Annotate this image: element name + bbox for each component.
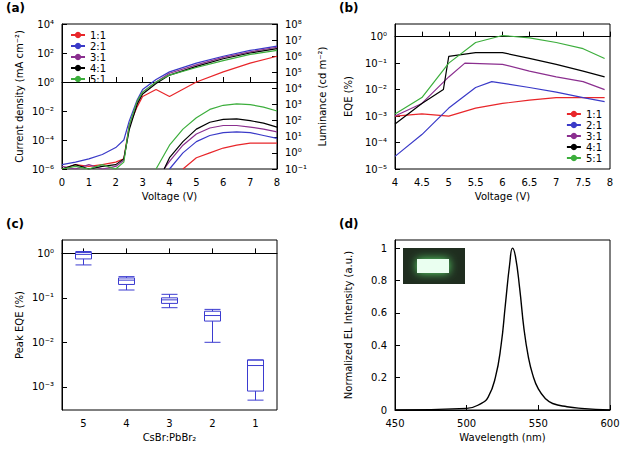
svg-text:10²: 10²: [285, 115, 302, 126]
svg-text:10⁰: 10⁰: [285, 147, 302, 158]
svg-text:0.2: 0.2: [371, 372, 387, 383]
svg-text:10⁻¹: 10⁻¹: [285, 164, 307, 175]
svg-text:4:1: 4:1: [90, 63, 106, 74]
svg-text:3: 3: [139, 177, 145, 188]
svg-text:2:1: 2:1: [586, 120, 602, 131]
svg-text:10⁵: 10⁵: [285, 67, 302, 78]
svg-text:10⁻⁴: 10⁻⁴: [365, 137, 387, 148]
svg-text:2: 2: [209, 418, 215, 429]
svg-text:3: 3: [166, 418, 172, 429]
svg-text:10²: 10²: [37, 48, 54, 59]
svg-text:0: 0: [381, 405, 387, 416]
svg-text:550: 550: [529, 418, 548, 429]
svg-text:10⁻⁴: 10⁻⁴: [32, 135, 54, 146]
svg-text:5.5: 5.5: [468, 177, 484, 188]
svg-text:10⁻⁶: 10⁻⁶: [32, 164, 54, 175]
svg-text:0.8: 0.8: [371, 275, 387, 286]
svg-text:5: 5: [80, 418, 86, 429]
svg-text:5:1: 5:1: [90, 74, 106, 85]
svg-text:Luminance (cd m⁻²): Luminance (cd m⁻²): [317, 47, 328, 147]
svg-text:6: 6: [220, 177, 226, 188]
svg-text:10⁻¹: 10⁻¹: [365, 58, 387, 69]
svg-text:10⁰: 10⁰: [37, 77, 54, 88]
svg-text:0.4: 0.4: [371, 340, 387, 351]
svg-text:10⁴: 10⁴: [37, 19, 54, 30]
svg-text:4.5: 4.5: [414, 177, 430, 188]
svg-text:10⁴: 10⁴: [285, 83, 302, 94]
svg-text:5: 5: [446, 177, 452, 188]
svg-text:Peak EQE (%): Peak EQE (%): [14, 291, 25, 359]
svg-text:10⁻³: 10⁻³: [32, 381, 54, 392]
svg-text:Normalized EL Intensity (a.u.): Normalized EL Intensity (a.u.): [343, 251, 354, 399]
svg-text:2: 2: [113, 177, 119, 188]
svg-text:450: 450: [385, 418, 404, 429]
svg-text:10⁷: 10⁷: [285, 35, 302, 46]
svg-text:Wavelength (nm): Wavelength (nm): [459, 432, 545, 443]
svg-text:0.6: 0.6: [371, 307, 387, 318]
svg-text:(d): (d): [339, 217, 359, 231]
svg-text:10³: 10³: [285, 99, 302, 110]
svg-text:3:1: 3:1: [586, 131, 602, 142]
svg-text:7: 7: [247, 177, 253, 188]
svg-text:6.5: 6.5: [521, 177, 537, 188]
svg-text:10⁶: 10⁶: [285, 51, 302, 62]
svg-text:8: 8: [607, 177, 613, 188]
svg-text:3:1: 3:1: [90, 52, 106, 63]
svg-text:10⁻⁵: 10⁻⁵: [365, 164, 387, 175]
svg-text:10⁻³: 10⁻³: [365, 111, 387, 122]
svg-text:1: 1: [86, 177, 92, 188]
svg-text:1:1: 1:1: [90, 30, 106, 41]
svg-text:2:1: 2:1: [90, 41, 106, 52]
svg-text:4: 4: [123, 418, 129, 429]
svg-text:(a): (a): [6, 1, 25, 15]
svg-text:Current density (mA cm⁻²): Current density (mA cm⁻²): [14, 30, 25, 163]
svg-text:10⁰: 10⁰: [370, 31, 387, 42]
svg-text:4: 4: [392, 177, 398, 188]
svg-text:0: 0: [59, 177, 65, 188]
svg-text:8: 8: [274, 177, 280, 188]
svg-text:10⁻²: 10⁻²: [32, 106, 54, 117]
svg-text:10¹: 10¹: [285, 131, 302, 142]
svg-text:4:1: 4:1: [586, 142, 602, 153]
svg-text:1:1: 1:1: [586, 109, 602, 120]
svg-text:4: 4: [166, 177, 172, 188]
svg-text:600: 600: [600, 418, 619, 429]
svg-text:7.5: 7.5: [575, 177, 591, 188]
svg-text:5:1: 5:1: [586, 153, 602, 164]
svg-text:10⁰: 10⁰: [37, 248, 54, 259]
svg-text:10⁻²: 10⁻²: [365, 84, 387, 95]
svg-text:Voltage (V): Voltage (V): [142, 191, 197, 202]
svg-text:500: 500: [457, 418, 476, 429]
svg-text:7: 7: [553, 177, 559, 188]
svg-text:10⁻¹: 10⁻¹: [32, 292, 54, 303]
svg-text:EQE (%): EQE (%): [343, 76, 354, 117]
svg-text:1: 1: [252, 418, 258, 429]
svg-text:1: 1: [381, 243, 387, 254]
svg-text:10⁻²: 10⁻²: [32, 337, 54, 348]
svg-text:6: 6: [499, 177, 505, 188]
svg-text:(b): (b): [339, 1, 359, 15]
svg-text:CsBr:PbBr₂: CsBr:PbBr₂: [143, 432, 197, 443]
svg-text:10⁸: 10⁸: [285, 19, 302, 30]
svg-text:5: 5: [193, 177, 199, 188]
svg-text:(c): (c): [6, 217, 24, 231]
svg-text:Voltage (V): Voltage (V): [475, 191, 530, 202]
